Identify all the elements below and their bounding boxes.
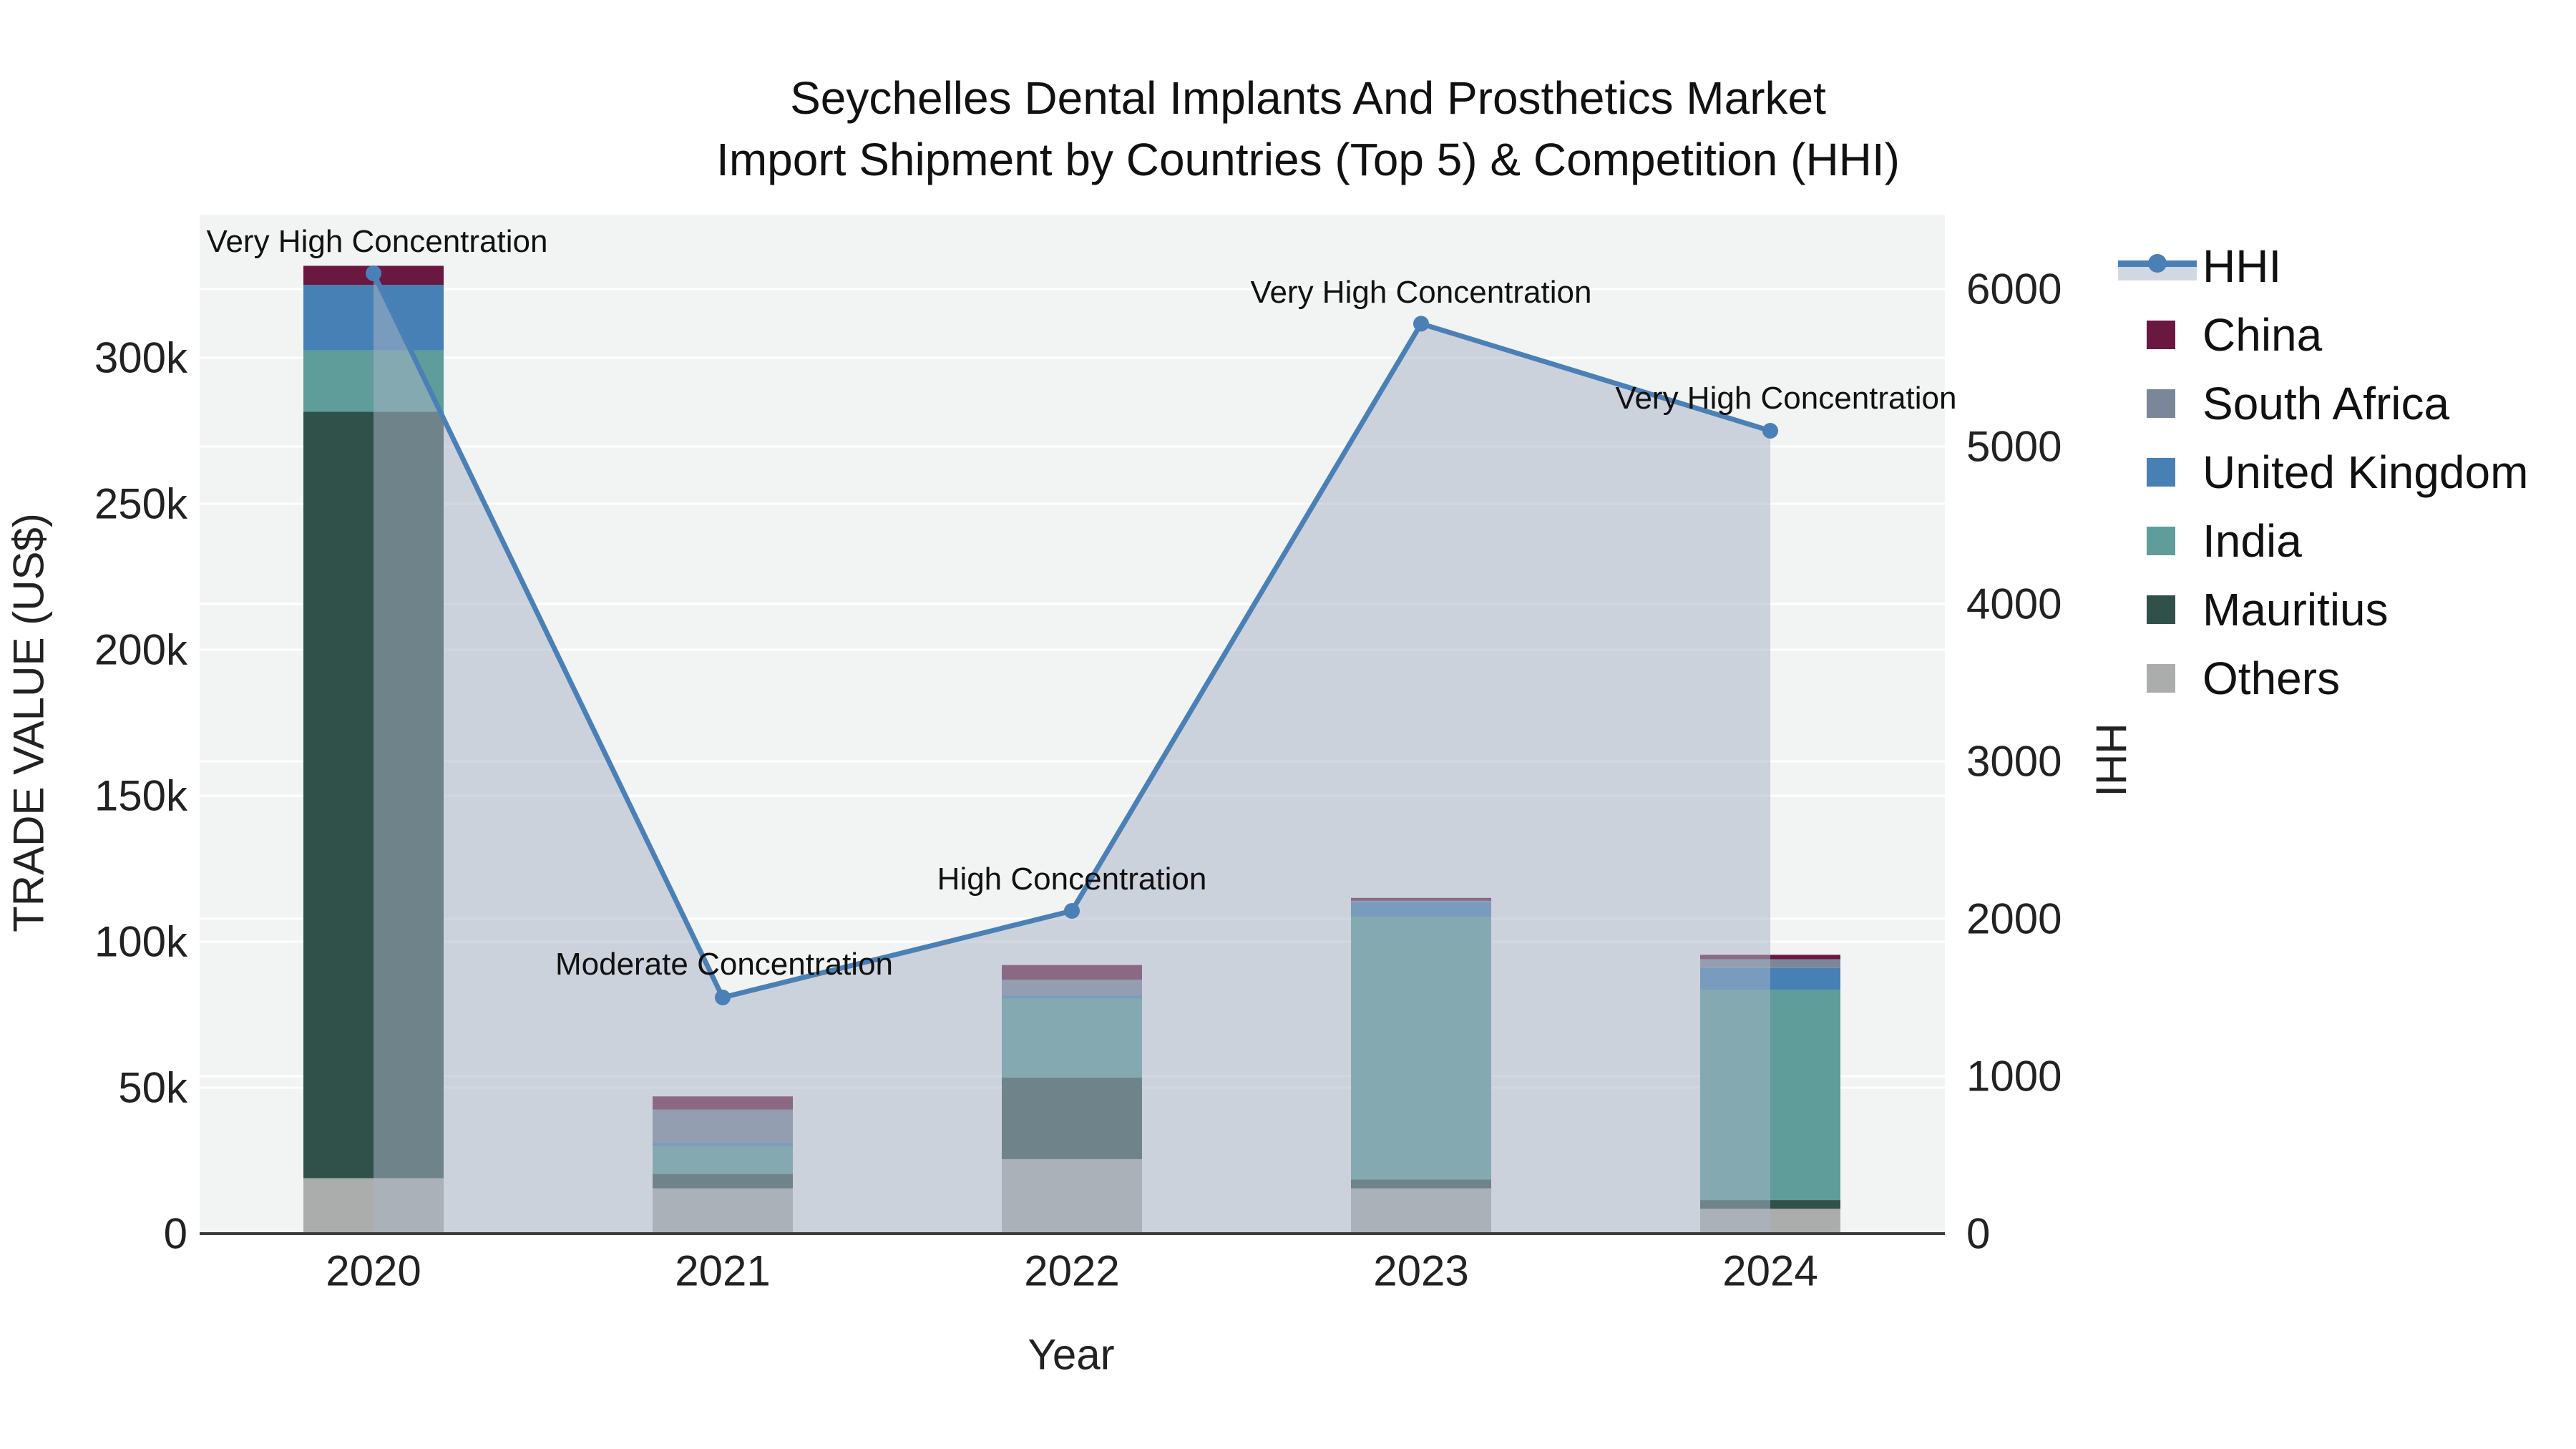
- legend-swatch-united-kingdom: [2147, 458, 2175, 487]
- hhi-area-fill: [374, 273, 1770, 1234]
- legend-label: Mauritius: [2202, 584, 2389, 635]
- legend-swatch-south-africa: [2147, 389, 2175, 418]
- y-left-tick-label: 300k: [94, 333, 187, 382]
- y-right-tick-label: 4000: [1966, 580, 2062, 628]
- y-right-tick-label: 6000: [1966, 265, 2062, 313]
- hhi-marker[interactable]: [1064, 903, 1080, 919]
- y-left-tick-label: 50k: [118, 1063, 187, 1112]
- annotation-2021: Moderate Concentration: [555, 947, 894, 982]
- y-right-tick-label: 0: [1966, 1209, 1991, 1258]
- legend-swatch-india: [2147, 527, 2175, 555]
- legend-label: United Kingdom: [2202, 447, 2529, 498]
- legend-label: HHI: [2202, 240, 2282, 292]
- legend-item-india[interactable]: India: [2147, 514, 2302, 567]
- legend-label: China: [2202, 309, 2323, 361]
- hhi-line-swatch: [2118, 249, 2197, 283]
- x-tick-label: 2022: [1024, 1246, 1120, 1295]
- annotation-2022: High Concentration: [937, 862, 1207, 897]
- annotation-2023: Very High Concentration: [1250, 275, 1592, 311]
- x-tick-label: 2021: [675, 1246, 771, 1295]
- y-right-axis-title: HHI: [2087, 723, 2135, 797]
- y-right-tick-label: 1000: [1966, 1052, 2062, 1101]
- y-left-axis-title: TRADE VALUE (US$): [4, 513, 53, 932]
- hhi-marker[interactable]: [715, 990, 731, 1005]
- y-left-tick-label: 100k: [94, 917, 187, 966]
- legend-item-mauritius[interactable]: Mauritius: [2147, 583, 2389, 636]
- hhi-marker[interactable]: [1413, 316, 1429, 332]
- legend-item-others[interactable]: Others: [2147, 652, 2340, 705]
- x-tick-label: 2020: [326, 1246, 421, 1295]
- y-right-tick-label: 2000: [1966, 894, 2062, 943]
- legend-swatch-others: [2147, 664, 2175, 693]
- annotation-2020: Very High Concentration: [206, 224, 548, 259]
- y-left-tick-label: 200k: [94, 625, 187, 674]
- y-right-tick-label: 5000: [1966, 422, 2062, 471]
- x-tick-label: 2023: [1373, 1246, 1469, 1295]
- x-axis-title: Year: [1028, 1330, 1115, 1379]
- legend-item-hhi[interactable]: HHI: [2118, 240, 2281, 293]
- legend-label: Others: [2202, 653, 2341, 704]
- legend-label: India: [2202, 515, 2302, 567]
- legend-item-united-kingdom[interactable]: United Kingdom: [2147, 446, 2528, 499]
- y-left-tick-label: 150k: [94, 771, 187, 820]
- y-left-tick-label: 250k: [94, 479, 187, 528]
- legend-swatch-mauritius: [2147, 595, 2175, 624]
- annotation-2024: Very High Concentration: [1615, 381, 1957, 416]
- hhi-marker[interactable]: [1762, 423, 1778, 439]
- chart-title-line1: Seychelles Dental Implants And Prostheti…: [790, 72, 1826, 124]
- legend-swatch-china: [2147, 321, 2175, 349]
- legend-label: South Africa: [2202, 378, 2450, 429]
- legend-item-south-africa[interactable]: South Africa: [2147, 377, 2449, 430]
- y-left-tick-label: 0: [163, 1209, 187, 1258]
- y-right-tick-label: 3000: [1966, 737, 2062, 786]
- hhi-marker[interactable]: [366, 265, 381, 281]
- x-tick-label: 2024: [1722, 1246, 1818, 1295]
- legend-item-china[interactable]: China: [2147, 308, 2322, 361]
- chart-title-line2: Import Shipment by Countries (Top 5) & C…: [716, 134, 1900, 185]
